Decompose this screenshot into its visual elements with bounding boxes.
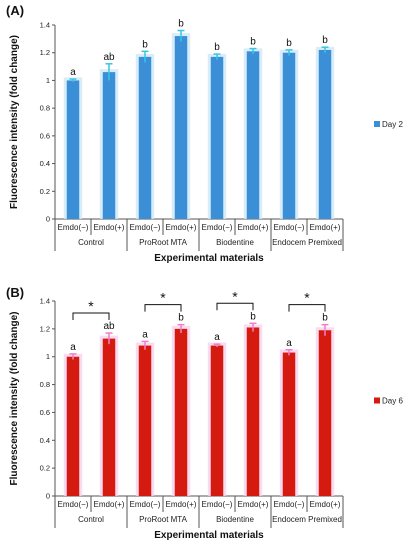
significance-letter: b — [250, 37, 256, 48]
bar — [318, 49, 332, 219]
significance-letter: b — [250, 311, 256, 322]
category-label: Emdo(−) — [130, 500, 161, 509]
bar — [174, 328, 188, 496]
y-tick-label: 1.2 — [40, 48, 50, 57]
category-label: Emdo(+) — [310, 500, 341, 509]
legend-label: Day 2 — [382, 120, 403, 129]
significance-bracket — [144, 304, 182, 312]
panel-label: (A) — [6, 3, 24, 18]
significance-letter: b — [322, 35, 328, 46]
legend-swatch — [374, 121, 380, 127]
bar — [66, 356, 80, 496]
significance-star: * — [88, 298, 94, 314]
bar — [174, 36, 188, 220]
category-label: Emdo(+) — [94, 500, 125, 509]
category-label: Emdo(−) — [130, 223, 161, 232]
bar — [210, 56, 224, 219]
bar — [318, 330, 332, 496]
significance-letter: a — [286, 338, 292, 349]
legend-label: Day 6 — [382, 397, 403, 406]
y-tick-label: 1 — [46, 352, 50, 361]
panel-label: (B) — [6, 285, 24, 300]
bar — [282, 352, 296, 496]
y-tick-label: 1 — [46, 76, 50, 85]
category-label: Emdo(−) — [202, 500, 233, 509]
significance-star: * — [160, 290, 166, 306]
y-axis-title: Fluorescence intensity (fold change) — [9, 35, 20, 209]
significance-letter: b — [286, 38, 292, 49]
y-tick-label: 0 — [46, 492, 50, 501]
significance-star: * — [304, 290, 310, 306]
category-label: Emdo(−) — [58, 223, 89, 232]
bar — [102, 338, 116, 496]
category-label: Emdo(−) — [202, 223, 233, 232]
significance-letter: b — [178, 19, 184, 30]
y-axis-title: Fluorescence intensity (fold change) — [9, 312, 20, 486]
category-label: Emdo(+) — [94, 223, 125, 232]
significance-letter: b — [322, 313, 328, 324]
significance-letter: ab — [103, 52, 115, 63]
bar — [102, 72, 116, 219]
category-label: Emdo(−) — [58, 500, 89, 509]
y-tick-label: 1.2 — [40, 324, 50, 333]
y-tick-label: 1.4 — [40, 297, 50, 306]
y-tick-label: 0.8 — [40, 380, 50, 389]
legend-swatch — [374, 397, 380, 404]
significance-bracket — [216, 302, 254, 311]
significance-star: * — [232, 288, 238, 304]
category-label: Emdo(+) — [166, 500, 197, 509]
significance-letter: ab — [103, 321, 115, 332]
bar — [210, 345, 224, 496]
category-label: Emdo(+) — [310, 223, 341, 232]
significance-letter: a — [214, 332, 220, 343]
category-label: Emdo(+) — [238, 223, 269, 232]
y-tick-label: 0.8 — [40, 104, 50, 113]
significance-bracket — [288, 304, 326, 312]
category-label: Emdo(−) — [274, 223, 305, 232]
y-tick-label: 0 — [46, 215, 50, 224]
y-tick-label: 0.2 — [40, 464, 50, 473]
group-label: Endocem Premixed — [272, 238, 342, 247]
y-tick-label: 0.6 — [40, 131, 50, 140]
significance-bracket — [72, 312, 110, 321]
y-tick-label: 0.6 — [40, 408, 50, 417]
bar — [138, 345, 152, 496]
group-label: Biodentine — [216, 238, 254, 247]
bar — [246, 51, 260, 220]
category-label: Emdo(+) — [238, 500, 269, 509]
y-tick-label: 0.2 — [40, 187, 50, 196]
significance-letter: a — [70, 67, 76, 78]
x-axis-title: Experimental materials — [154, 253, 264, 264]
group-label: Control — [78, 238, 104, 247]
bar — [138, 56, 152, 219]
bar — [246, 327, 260, 496]
group-label: ProRoot MTA — [139, 238, 188, 247]
significance-letter: b — [214, 42, 220, 53]
group-label: Endocem Premixed — [272, 515, 342, 524]
y-tick-label: 0.4 — [40, 436, 50, 445]
group-label: Biodentine — [216, 515, 254, 524]
significance-letter: b — [142, 39, 148, 50]
bar — [66, 80, 80, 219]
x-axis-title: Experimental materials — [154, 530, 264, 541]
category-label: Emdo(+) — [166, 223, 197, 232]
y-tick-label: 1.4 — [40, 21, 50, 30]
bar — [282, 52, 296, 219]
significance-letter: b — [178, 313, 184, 324]
group-label: ProRoot MTA — [139, 515, 188, 524]
group-label: Control — [78, 515, 104, 524]
significance-letter: a — [70, 342, 76, 353]
y-tick-label: 0.4 — [40, 159, 50, 168]
category-label: Emdo(−) — [274, 500, 305, 509]
significance-letter: a — [142, 329, 148, 340]
